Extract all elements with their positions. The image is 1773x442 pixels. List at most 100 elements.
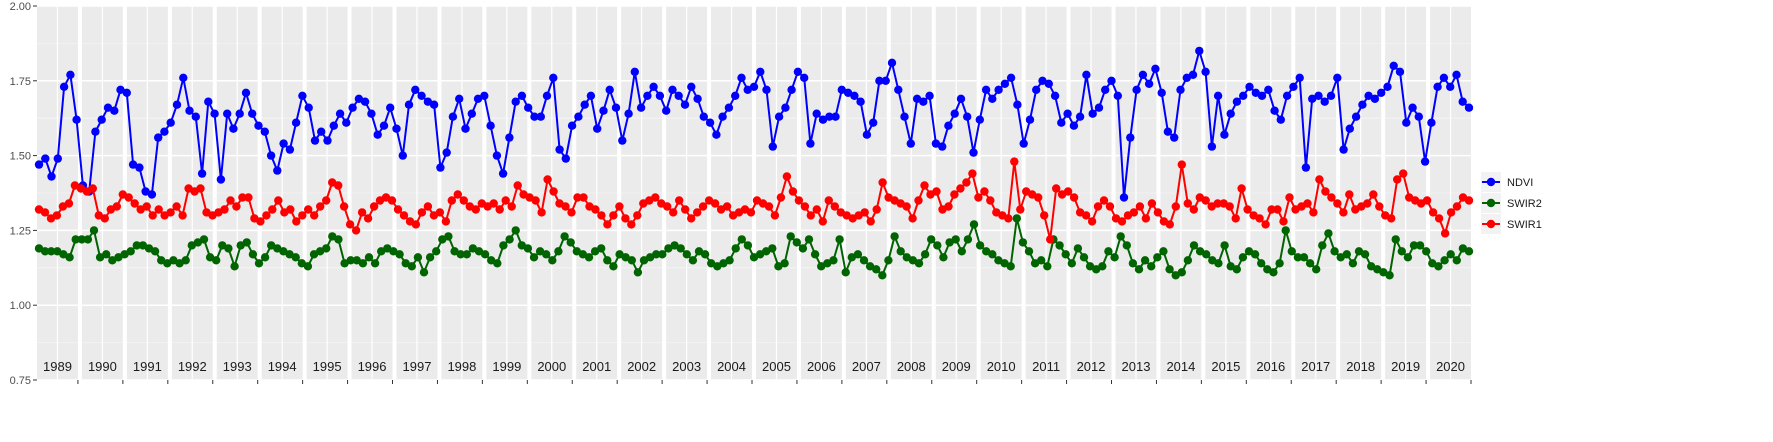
data-point	[768, 244, 777, 253]
data-point	[1220, 241, 1229, 250]
data-point	[224, 244, 233, 253]
data-point	[88, 184, 98, 193]
data-point	[358, 259, 368, 268]
series-swir1	[34, 157, 1474, 244]
data-point	[1245, 82, 1254, 92]
data-point	[298, 211, 307, 220]
data-point	[379, 121, 389, 130]
data-point	[1364, 91, 1373, 101]
data-point	[360, 97, 370, 106]
data-point	[542, 91, 552, 101]
data-point	[1024, 247, 1034, 256]
data-point	[1088, 109, 1097, 118]
data-point	[710, 199, 720, 208]
data-point	[1170, 133, 1179, 142]
data-point	[1151, 64, 1160, 74]
data-point	[1276, 115, 1286, 124]
data-point	[329, 121, 338, 130]
data-point	[956, 184, 965, 193]
data-point	[413, 253, 423, 262]
data-point	[461, 124, 470, 133]
data-point	[298, 91, 307, 101]
data-point	[493, 259, 502, 268]
data-point	[1069, 193, 1079, 202]
data-point	[649, 82, 658, 92]
data-point	[486, 121, 495, 130]
data-point	[523, 244, 533, 253]
data-point	[1043, 262, 1052, 271]
data-point	[902, 202, 911, 211]
data-point	[825, 112, 834, 121]
data-point	[462, 250, 471, 259]
data-point	[1315, 175, 1324, 184]
data-point	[292, 217, 301, 226]
data-point	[47, 247, 56, 256]
data-point	[914, 259, 924, 268]
data-point	[1034, 193, 1043, 202]
data-point	[788, 187, 798, 196]
data-point	[256, 217, 265, 226]
data-point	[334, 235, 343, 244]
data-point	[603, 220, 612, 229]
legend-key-point	[1486, 198, 1496, 208]
data-point	[342, 118, 351, 127]
data-point	[1147, 262, 1156, 271]
y-tick-label: 1.75	[10, 76, 31, 88]
data-point	[285, 145, 295, 154]
data-point	[72, 115, 81, 124]
data-point	[782, 172, 792, 181]
data-point	[1019, 139, 1028, 148]
data-point	[1395, 67, 1405, 77]
data-point	[417, 208, 427, 217]
legend-key-point	[1486, 219, 1496, 229]
data-point	[866, 217, 875, 226]
data-point	[1113, 91, 1123, 101]
data-point	[655, 91, 665, 101]
data-point	[1415, 241, 1425, 250]
year-label: 1996	[358, 359, 387, 374]
data-point	[310, 211, 319, 220]
data-point	[705, 118, 715, 127]
data-point	[543, 175, 552, 184]
data-point	[1255, 214, 1264, 223]
data-point	[605, 85, 614, 95]
data-point	[962, 178, 971, 187]
data-point	[731, 244, 740, 253]
data-point	[963, 112, 972, 121]
data-point	[938, 142, 947, 151]
data-point	[1004, 214, 1013, 223]
data-point	[456, 250, 465, 259]
data-point	[1391, 235, 1400, 244]
data-point	[591, 205, 600, 214]
data-point	[83, 235, 93, 244]
data-point	[781, 103, 790, 112]
year-label: 2007	[852, 359, 881, 374]
data-point	[627, 220, 636, 229]
data-point	[65, 253, 74, 262]
data-point	[166, 208, 175, 217]
data-point	[699, 112, 708, 121]
year-label: 2016	[1256, 359, 1285, 374]
data-point	[856, 97, 865, 106]
data-point	[573, 193, 582, 202]
legend: NDVI SWIR2 SWIR1	[1481, 172, 1542, 234]
data-point	[1079, 253, 1089, 262]
data-point	[1055, 241, 1064, 250]
data-point	[1439, 73, 1449, 83]
data-point	[792, 238, 801, 247]
year-label: 2003	[672, 359, 701, 374]
year-label: 2019	[1391, 359, 1420, 374]
data-point	[216, 175, 226, 184]
data-point	[1117, 217, 1127, 226]
data-point	[1232, 265, 1242, 274]
data-point	[1433, 82, 1442, 92]
data-point	[492, 151, 502, 160]
data-point	[1267, 205, 1276, 214]
data-point	[1275, 259, 1284, 268]
data-point	[1214, 259, 1223, 268]
data-point	[1134, 265, 1144, 274]
data-point	[1393, 175, 1402, 184]
data-point	[1293, 253, 1303, 262]
data-point	[66, 70, 75, 80]
